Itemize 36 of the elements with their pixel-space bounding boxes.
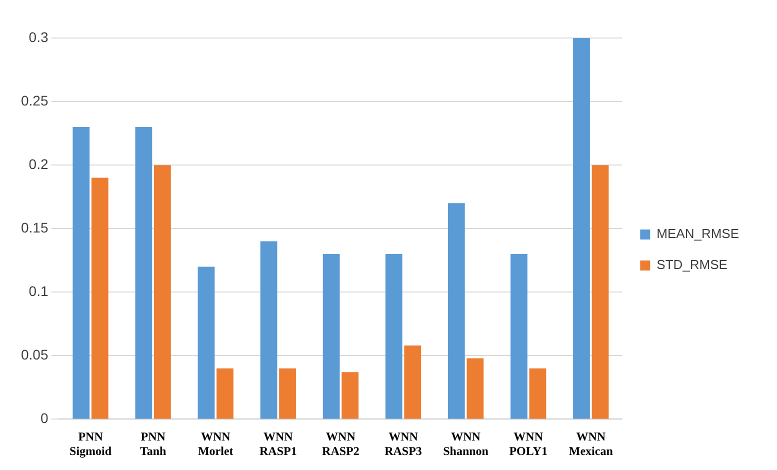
bar (404, 346, 422, 419)
bar (385, 254, 402, 419)
bar (91, 178, 108, 419)
y-tick-label: 0.05 (21, 346, 48, 363)
bar (135, 126, 152, 419)
bar (510, 254, 528, 419)
y-tick-label: 0.3 (28, 28, 48, 45)
bar (279, 368, 296, 419)
x-tick-label: WNN RASP3 (384, 429, 422, 458)
legend-label: STD_RMSE (656, 257, 728, 272)
y-tick-label: 0.1 (28, 282, 48, 299)
y-tick-label: 0 (40, 410, 48, 426)
bar (529, 368, 546, 419)
x-tick-label: WNN Morlet (198, 429, 234, 458)
bar (466, 358, 484, 419)
x-tick-label: PNN Sigmoid (70, 429, 112, 458)
legend-label: MEAN_RMSE (656, 226, 740, 242)
x-tick-label: WNN Shannon (443, 429, 489, 458)
x-tick-label: PNN Tanh (140, 429, 167, 458)
bar (592, 165, 609, 419)
y-tick-label: 0.2 (28, 156, 48, 172)
bar (72, 126, 90, 419)
y-tick-label: 0.15 (21, 219, 48, 236)
bar (198, 266, 215, 419)
x-tick-label: WNN RASP1 (259, 429, 297, 458)
bar (342, 372, 359, 419)
bar (448, 203, 465, 419)
x-tick-label: WNN Mexican (568, 429, 614, 458)
bar (573, 38, 590, 419)
y-tick-label: 0.25 (21, 92, 48, 108)
bar (154, 165, 171, 419)
x-tick-label: WNN POLY1 (509, 429, 548, 458)
bar (322, 254, 340, 419)
bar (260, 241, 278, 419)
bar (216, 368, 234, 419)
x-tick-label: WNN RASP2 (322, 429, 360, 458)
